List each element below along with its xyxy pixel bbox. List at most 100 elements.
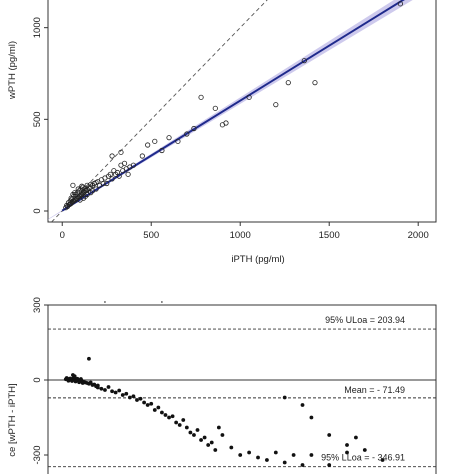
x-tick-label-2: 1000 <box>230 230 251 241</box>
chart2-point-35 <box>106 385 111 389</box>
chart1-point-67 <box>139 153 145 159</box>
chart1-point-69 <box>166 135 172 141</box>
chart2-point-31 <box>72 374 77 379</box>
chart2-point-19 <box>64 376 69 380</box>
chart1-point-71 <box>184 131 190 137</box>
chart2-point-72 <box>265 458 269 462</box>
chart2-point-45 <box>142 400 147 405</box>
chart1-point-64 <box>130 162 137 168</box>
x-tick-label-0: 0 <box>60 230 65 241</box>
chart1-points <box>63 1 404 211</box>
chart1-point-84 <box>397 1 404 7</box>
chart1-point-40 <box>75 186 81 192</box>
chart2-point-49 <box>156 405 161 410</box>
chart1-axes <box>44 0 437 226</box>
chart2-point-66 <box>216 425 221 430</box>
chart2-point-32 <box>95 385 100 390</box>
chart2-point-64 <box>209 440 214 445</box>
chart2-point-85 <box>327 433 332 437</box>
chart2-point-37 <box>113 390 118 395</box>
chart2-point-26 <box>77 380 82 385</box>
chart2-point-67 <box>220 433 225 437</box>
chart2-point-41 <box>127 395 132 400</box>
chart2-point-84 <box>309 415 314 420</box>
chart2-point-81 <box>380 458 385 462</box>
chart1-point-92 <box>84 191 90 198</box>
chart2-point-83 <box>300 403 305 407</box>
y-tick-label-2: 1000 <box>32 17 43 38</box>
chart2-point-80 <box>362 448 367 452</box>
chart1-point-46 <box>72 190 78 196</box>
chart2-point-55 <box>177 423 182 427</box>
reference-label-2: 95% LLoa = - 346.91 <box>321 453 405 463</box>
chart2-point-74 <box>282 460 287 465</box>
chart1-point-66 <box>118 149 124 155</box>
chart2-point-86 <box>345 443 349 447</box>
chart1-point-57 <box>104 180 110 187</box>
chart1-lines <box>51 0 405 222</box>
chart2-point-79 <box>345 450 349 455</box>
chart1-point-70 <box>175 138 181 144</box>
chart2-point-59 <box>192 433 196 437</box>
chart1-point-81 <box>285 80 291 86</box>
chart2-point-60 <box>195 428 200 432</box>
chart2-point-54 <box>174 420 179 425</box>
chart1-point-68 <box>152 138 158 144</box>
chart2-tick-labels: 300 0 -300 <box>32 297 43 464</box>
chart2-point-50 <box>160 410 164 415</box>
chart2-point-87 <box>354 435 358 440</box>
chart2-point-56 <box>181 418 186 422</box>
c2-y-tick-label-1: 0 <box>32 377 43 382</box>
chart1-point-83 <box>312 80 318 86</box>
chart1-point-78 <box>223 120 229 126</box>
x-tick-label-3: 1500 <box>319 230 340 241</box>
chart2-point-44 <box>138 396 143 401</box>
chart2-point-70 <box>247 450 252 455</box>
chart1-point-44 <box>88 181 94 188</box>
chart1-point-89 <box>100 180 106 187</box>
chart2-point-78 <box>327 463 332 467</box>
chart2-point-76 <box>300 463 305 467</box>
chart2-point-24 <box>73 379 78 384</box>
identity-line <box>51 0 268 222</box>
chart2-axes <box>44 301 437 474</box>
regression-line <box>61 0 405 212</box>
chart1-point-76 <box>212 105 218 111</box>
chart1-tick-labels: 0 500 1000 1500 2000 0 500 1000 <box>32 17 429 241</box>
chart2-point-75 <box>291 453 296 457</box>
chart2-point-38 <box>117 388 122 393</box>
chart2-point-52 <box>167 415 171 420</box>
chart1-point-60 <box>114 169 121 176</box>
chart2-point-42 <box>131 394 136 399</box>
c2-y-tick-label-2: -300 <box>32 445 43 464</box>
chart2-point-58 <box>188 430 193 435</box>
chart1-point-51 <box>109 176 115 182</box>
chart1-point-58 <box>107 171 113 177</box>
x-axis-label: iPTH (pg/ml) <box>231 254 284 265</box>
chart2-point-61 <box>199 438 203 442</box>
chart1-point-43 <box>84 182 90 188</box>
chart2-point-22 <box>70 379 74 383</box>
x-tick-label-1: 500 <box>143 230 159 241</box>
y-tick-label-1: 500 <box>32 111 43 127</box>
chart1-point-39 <box>70 182 76 188</box>
chart1-point-63 <box>125 171 131 177</box>
chart2-frame <box>47 304 437 474</box>
y-axis-label: wPTH (pg/ml) <box>7 41 18 100</box>
chart2-point-46 <box>145 403 150 407</box>
y-axis-label-bottom: ce [wPTH - iPTH] <box>7 383 18 456</box>
chart1-point-73 <box>145 142 151 148</box>
chart1-point-65 <box>109 153 115 159</box>
chart2-point-51 <box>163 413 168 417</box>
reference-label-1: Mean = - 71.49 <box>344 385 405 395</box>
chart2-point-73 <box>273 450 278 455</box>
regression-band <box>48 0 413 220</box>
chart2-points <box>63 356 385 467</box>
chart2-point-47 <box>149 401 154 406</box>
chart2-reference-lines <box>48 328 436 468</box>
chart2-point-29 <box>87 356 91 361</box>
chart1-point-93 <box>89 188 96 194</box>
chart2-point-48 <box>152 408 157 412</box>
chart1-point-62 <box>121 160 128 166</box>
chart1-point-72 <box>191 125 197 132</box>
